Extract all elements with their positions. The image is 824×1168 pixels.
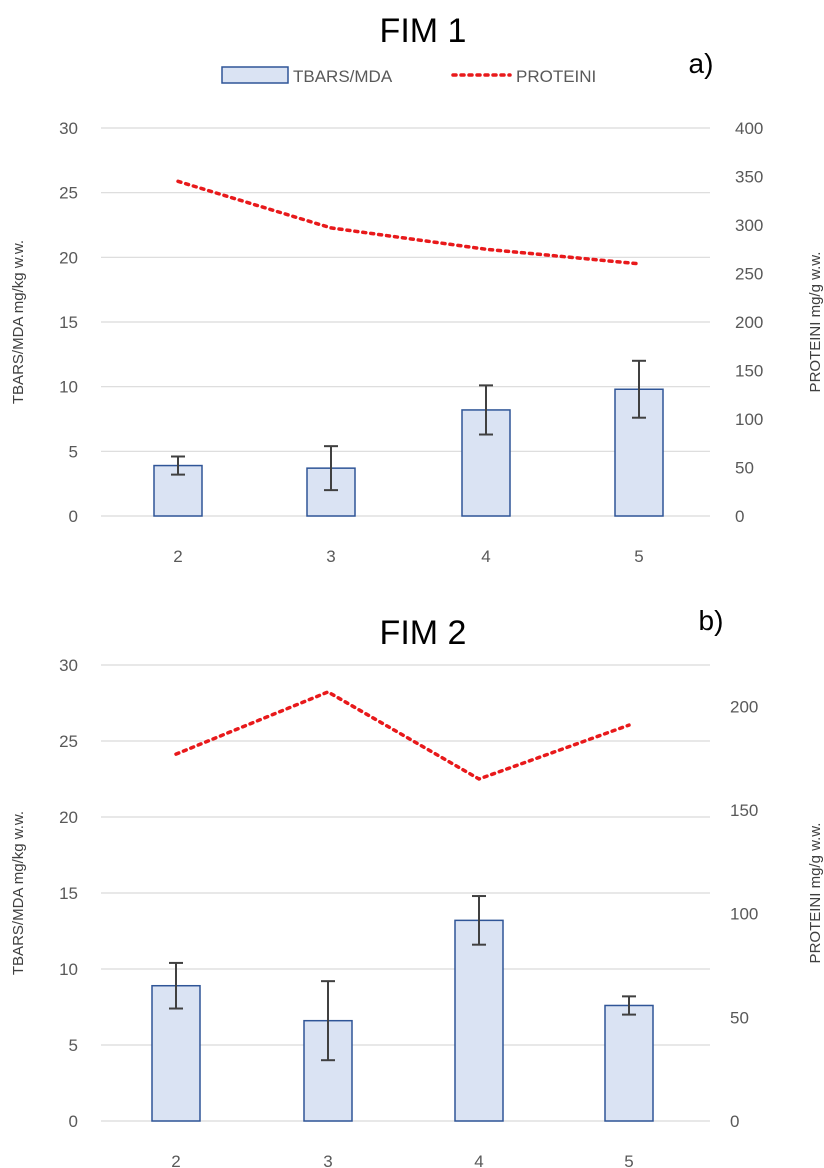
y-tick-label: 20 xyxy=(59,808,78,827)
x-tick-label: 3 xyxy=(326,547,335,566)
y-tick-label: 25 xyxy=(59,184,78,203)
y-tick-label: 30 xyxy=(59,119,78,138)
y-axis-title: TBARS/MDA mg/kg w.w. xyxy=(10,240,27,404)
y2-tick-label: 100 xyxy=(730,905,758,924)
y2-tick-label: 350 xyxy=(735,168,763,187)
bar xyxy=(454,919,504,1122)
x-tick-label: 4 xyxy=(474,1152,483,1168)
y2-tick-label: 100 xyxy=(735,410,763,429)
y-tick-label: 5 xyxy=(69,442,78,461)
x-tick-label: 4 xyxy=(481,547,490,566)
y2-tick-label: 150 xyxy=(730,801,758,820)
x-tick-label: 5 xyxy=(624,1152,633,1168)
legend-label-tbars: TBARS/MDA xyxy=(293,67,393,86)
y-axis-title: TBARS/MDA mg/kg w.w. xyxy=(10,811,27,975)
y-tick-label: 25 xyxy=(59,732,78,751)
y2-tick-label: 150 xyxy=(735,362,763,381)
legend-label-proteini: PROTEINI xyxy=(516,67,596,86)
x-tick-label: 2 xyxy=(171,1152,180,1168)
x-tick-label: 3 xyxy=(323,1152,332,1168)
y2-tick-label: 50 xyxy=(735,459,754,478)
legend-swatch-bar xyxy=(221,66,289,84)
bar xyxy=(604,1004,654,1122)
y2-axis-title: PROTEINI mg/g w.w. xyxy=(807,252,824,393)
y2-tick-label: 400 xyxy=(735,119,763,138)
y-tick-label: 5 xyxy=(69,1036,78,1055)
chart-panel-2: 0 5 10 15 20 25 30 0 50 100 150 200 2 3 4 5 FIM 2 b) TBARS… xyxy=(10,605,824,1168)
y-tick-label: 0 xyxy=(69,507,78,526)
y2-tick-label: 0 xyxy=(730,1112,739,1131)
y2-tick-label: 300 xyxy=(735,216,763,235)
y2-axis-title: PROTEINI mg/g w.w. xyxy=(807,823,824,964)
y-tick-label: 10 xyxy=(59,378,78,397)
legend: TBARS/MDA PROTEINI xyxy=(221,66,596,86)
y-tick-label: 15 xyxy=(59,313,78,332)
panel-label: a) xyxy=(689,48,714,79)
series-line-proteini xyxy=(174,690,631,781)
series-line-proteini xyxy=(176,179,641,266)
y-tick-label: 15 xyxy=(59,884,78,903)
x-tick-label: 5 xyxy=(634,547,643,566)
y2-tick-label: 200 xyxy=(735,313,763,332)
y-tick-label: 20 xyxy=(59,248,78,267)
panel-label: b) xyxy=(699,605,724,636)
y2-tick-label: 250 xyxy=(735,265,763,284)
chart-title: FIM 1 xyxy=(380,12,467,50)
y2-tick-label: 50 xyxy=(730,1008,749,1027)
chart-title: FIM 2 xyxy=(380,614,467,652)
y-tick-label: 0 xyxy=(69,1112,78,1131)
y2-tick-label: 0 xyxy=(735,507,744,526)
y2-tick-label: 200 xyxy=(730,697,758,716)
y-tick-label: 10 xyxy=(59,960,78,979)
x-tick-label: 2 xyxy=(173,547,182,566)
y-tick-label: 30 xyxy=(59,656,78,675)
